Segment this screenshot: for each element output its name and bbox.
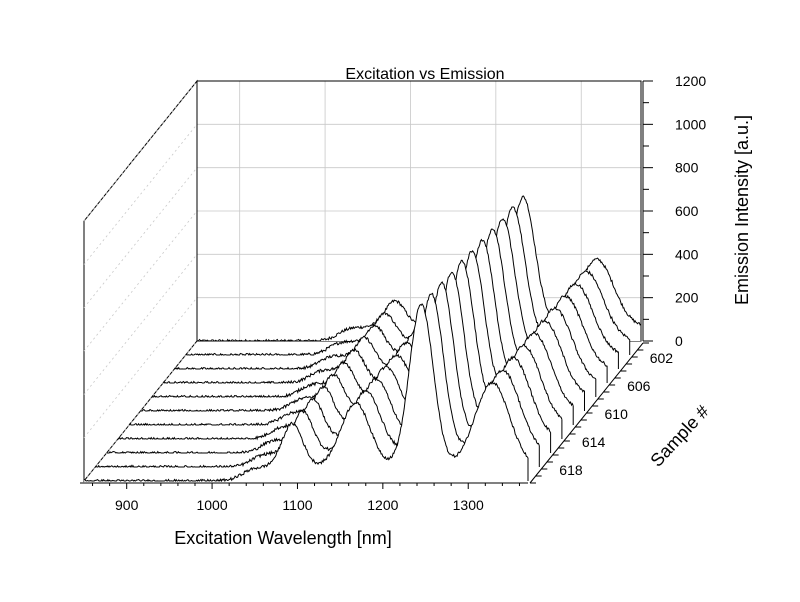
x-tick-label: 1200 [367,497,398,513]
y-tick-label: 1000 [675,116,706,132]
z-tick-label: 618 [559,462,583,478]
x-tick-label: 900 [115,497,139,513]
y-tick-label: 600 [675,203,699,219]
trace-fill [84,304,528,481]
z-tick-label: 614 [582,434,606,450]
axes: 900 1000 1100 1200 1300 0 200 400 600 800 1000 1200… [80,73,706,513]
x-tick-label: 1300 [453,497,484,513]
emission-traces [84,195,642,483]
y-tick-label: 800 [675,160,699,176]
z-tick-label: 602 [650,350,674,366]
x-tick-label: 1100 [282,497,312,513]
side-wall [83,79,198,483]
x-tick-label: 1000 [196,497,227,513]
y-tick-label: 1200 [675,73,706,89]
y-tick-label: 0 [675,333,683,349]
trace-line [84,303,529,483]
x-axis-label: Excitation Wavelength [nm] [174,528,391,548]
z-axis-label: Sample # [646,401,712,470]
y-tick-label: 400 [675,246,699,262]
z-tick-label: 606 [627,378,651,394]
y-axis-label: Emission Intensity [a.u.] [732,115,752,305]
y-tick-label: 200 [675,290,699,306]
z-tick-label: 610 [605,406,629,422]
chart-title: Excitation vs Emission [345,66,504,83]
